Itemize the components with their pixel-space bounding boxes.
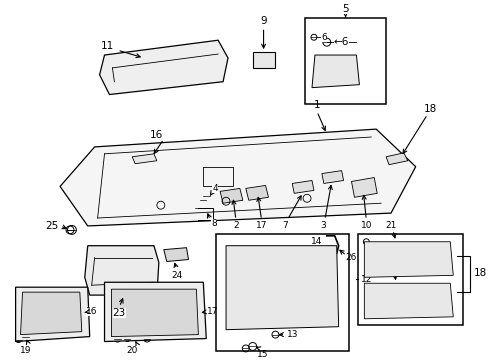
Text: 23: 23 [113, 308, 126, 318]
Polygon shape [60, 129, 415, 226]
Text: 13: 13 [286, 330, 297, 339]
Text: 14: 14 [310, 237, 322, 246]
Text: 17: 17 [206, 307, 218, 316]
Text: 4: 4 [212, 184, 218, 193]
Text: 17: 17 [255, 221, 267, 230]
Text: 21: 21 [385, 221, 396, 230]
Polygon shape [111, 289, 198, 337]
Polygon shape [104, 282, 206, 342]
Text: 5: 5 [342, 4, 348, 14]
Text: 9: 9 [260, 17, 266, 26]
Polygon shape [252, 52, 275, 68]
Text: ←6: ←6 [333, 37, 348, 47]
Text: 6: 6 [320, 33, 326, 42]
Polygon shape [132, 154, 157, 164]
Text: 3: 3 [319, 221, 325, 230]
Polygon shape [84, 246, 159, 295]
Text: 22: 22 [385, 247, 396, 256]
Text: 2: 2 [233, 221, 238, 230]
Polygon shape [351, 177, 376, 197]
Text: 16: 16 [150, 130, 163, 140]
Text: 11: 11 [101, 41, 114, 51]
Polygon shape [292, 180, 313, 193]
Polygon shape [100, 40, 227, 95]
Text: 8: 8 [211, 220, 217, 229]
Text: 1: 1 [313, 100, 320, 111]
Text: 20: 20 [126, 346, 138, 355]
Polygon shape [20, 292, 81, 334]
Text: 18: 18 [423, 104, 436, 114]
Text: 10: 10 [360, 221, 371, 230]
Text: 12: 12 [361, 275, 372, 284]
Polygon shape [163, 248, 188, 261]
Text: 18: 18 [473, 268, 486, 278]
Polygon shape [321, 171, 343, 184]
Polygon shape [364, 242, 452, 277]
Text: 19: 19 [20, 346, 31, 355]
Text: 24: 24 [171, 271, 182, 280]
Text: 7: 7 [282, 221, 287, 230]
Polygon shape [225, 246, 338, 330]
Polygon shape [386, 153, 407, 165]
Polygon shape [245, 185, 268, 200]
Polygon shape [220, 188, 243, 203]
Text: 25: 25 [45, 221, 59, 231]
Text: 16: 16 [86, 307, 97, 316]
Polygon shape [16, 287, 89, 342]
Text: 26: 26 [345, 253, 356, 262]
Text: 15: 15 [256, 350, 268, 359]
Polygon shape [364, 283, 452, 319]
Polygon shape [311, 55, 359, 87]
